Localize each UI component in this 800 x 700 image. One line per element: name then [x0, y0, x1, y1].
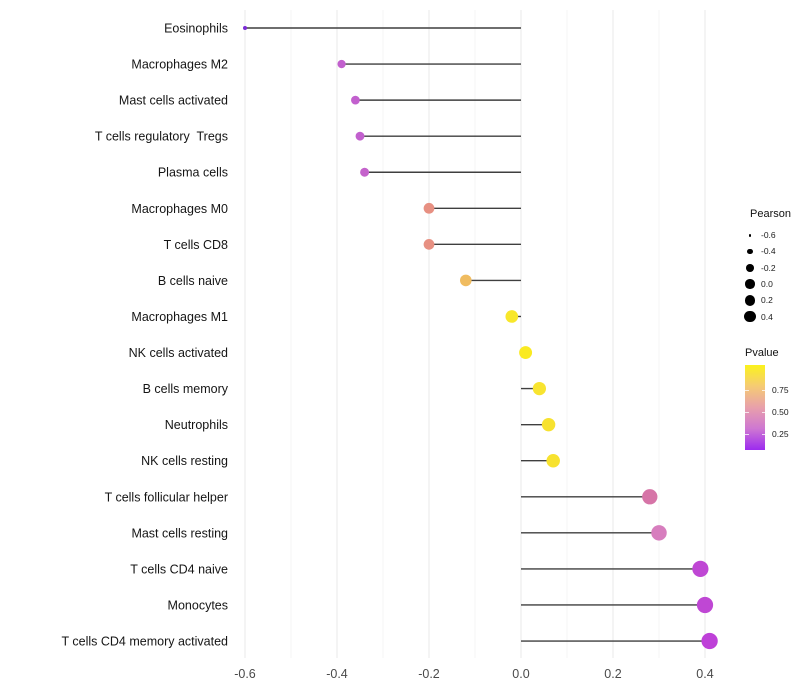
- lollipop-dot: [692, 560, 709, 577]
- lollipop-dot: [519, 346, 533, 360]
- category-label: Monocytes: [168, 598, 228, 612]
- pearson-legend-entries: -0.6 -0.4 -0.2 0.0 0.2 0.4: [738, 227, 800, 325]
- pearson-legend-entry: 0.0: [738, 276, 800, 292]
- lollipop-dot: [546, 453, 560, 468]
- category-label: Macrophages M0: [131, 202, 228, 216]
- category-label: Neutrophils: [165, 418, 228, 432]
- pvalue-color-legend: Pvalue 0.75 0.50 0.25: [742, 347, 800, 457]
- legend-size-dot: [748, 233, 752, 237]
- category-label: Mast cells activated: [119, 94, 228, 108]
- x-tick-label: -0.6: [234, 667, 256, 681]
- lollipop-dot: [423, 238, 435, 250]
- x-tick-label: -0.2: [418, 667, 440, 681]
- legend-size-label: -0.6: [761, 230, 776, 241]
- legend-size-label: -0.2: [761, 262, 776, 273]
- pvalue-bar-tick: [745, 412, 749, 413]
- legend-size-dot: [744, 295, 756, 306]
- pearson-legend-entry: 0.4: [738, 308, 800, 324]
- x-tick-label: 0.2: [604, 667, 621, 681]
- pvalue-gradient-wrap: 0.75 0.50 0.25: [742, 365, 800, 457]
- pearson-legend-entry: -0.2: [738, 260, 800, 276]
- lollipop-dot: [701, 632, 718, 650]
- pvalue-tick-label: 0.75: [772, 385, 789, 395]
- lollipop-dot: [505, 310, 519, 323]
- lollipop-dot: [355, 131, 365, 141]
- lollipop-dot: [243, 26, 247, 30]
- legend-size-label: 0.4: [761, 311, 773, 322]
- pvalue-legend-title: Pvalue: [745, 347, 779, 359]
- pearson-legend-title: Pearson: [750, 208, 791, 220]
- legend-size-dot: [745, 279, 755, 289]
- pvalue-tick-label: 0.50: [772, 407, 789, 417]
- x-tick-label: -0.4: [326, 667, 348, 681]
- lollipop-dot: [696, 596, 714, 614]
- category-label: Macrophages M2: [131, 58, 228, 72]
- category-label: T cells CD8: [164, 238, 228, 252]
- category-label: T cells CD4 memory activated: [62, 635, 229, 649]
- category-label: Eosinophils: [164, 22, 228, 36]
- category-label: B cells memory: [143, 382, 229, 396]
- legend-size-dot: [744, 310, 756, 323]
- lollipop-dot: [642, 489, 658, 505]
- category-label: Macrophages M1: [131, 310, 228, 324]
- legend-size-dot: [747, 248, 753, 255]
- pearson-legend-entry: -0.4: [738, 243, 800, 259]
- pvalue-bar-tick: [745, 434, 749, 435]
- category-label: T cells regulatory Tregs: [95, 130, 228, 144]
- category-label: B cells naive: [158, 274, 228, 288]
- x-tick-label: 0.4: [696, 667, 713, 681]
- pvalue-tick-label: 0.25: [772, 429, 789, 439]
- lollipop-dot: [337, 59, 346, 69]
- lollipop-dot: [360, 167, 370, 177]
- lollipop-dot: [423, 202, 435, 214]
- category-label: Mast cells resting: [131, 526, 228, 540]
- lollipop-dot: [532, 381, 547, 396]
- pvalue-gradient-bar: [745, 365, 765, 450]
- category-label: Plasma cells: [158, 166, 228, 180]
- pvalue-bar-tick: [745, 390, 749, 391]
- category-label: T cells CD4 naive: [130, 562, 228, 576]
- pvalue-bar-tick: [761, 412, 765, 413]
- legend-size-dot: [746, 263, 754, 272]
- pvalue-bar-tick: [761, 390, 765, 391]
- pearson-size-legend: Pearson -0.6 -0.4 -0.2 0.0 0.2 0.4: [738, 208, 800, 325]
- lollipop-dot: [541, 417, 556, 432]
- category-label: T cells follicular helper: [105, 490, 228, 504]
- lollipop-dot: [459, 274, 472, 287]
- lollipop-dot: [351, 95, 360, 105]
- x-tick-label: 0.0: [512, 667, 529, 681]
- lollipop-dot: [651, 525, 667, 541]
- legend-size-label: -0.4: [761, 246, 776, 257]
- legend-size-label: 0.0: [761, 279, 773, 290]
- category-label: NK cells resting: [141, 454, 228, 468]
- pearson-legend-entry: 0.2: [738, 292, 800, 308]
- legend-size-label: 0.2: [761, 295, 773, 306]
- pvalue-bar-tick: [761, 434, 765, 435]
- category-label: NK cells activated: [129, 346, 228, 360]
- pearson-legend-entry: -0.6: [738, 227, 800, 243]
